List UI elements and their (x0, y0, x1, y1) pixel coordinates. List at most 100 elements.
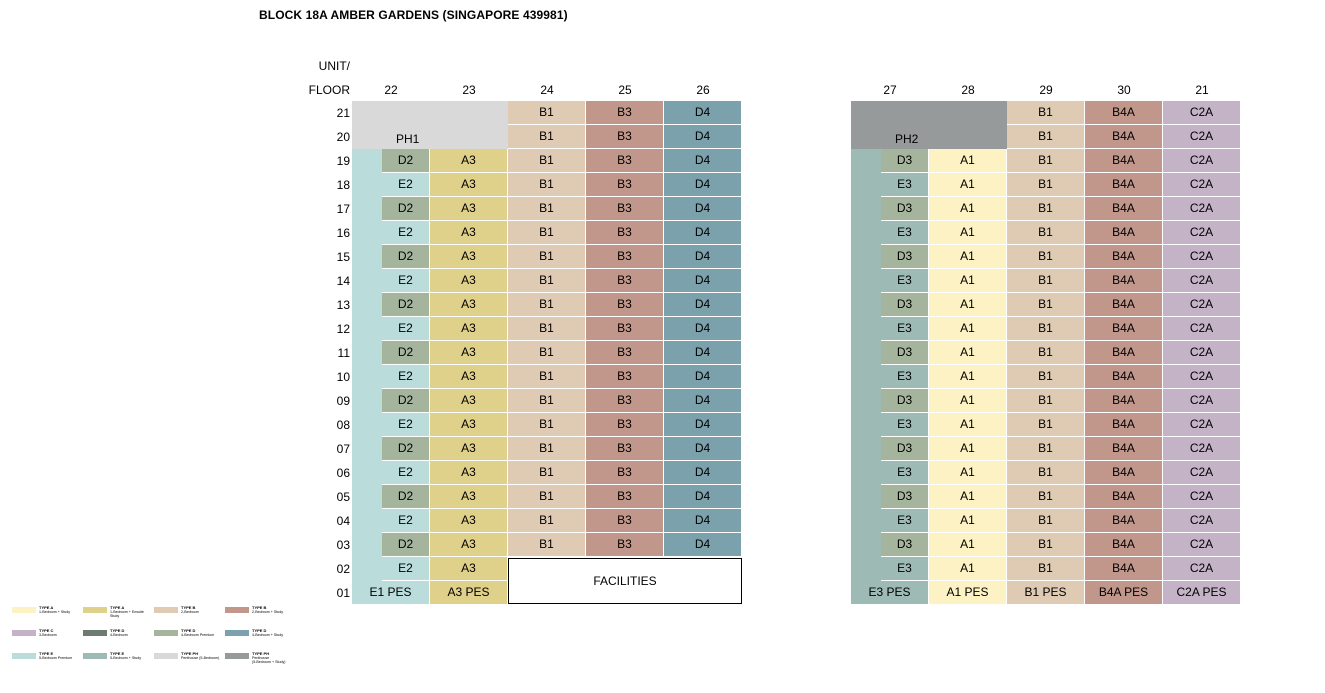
unit-cell: C2A (1163, 317, 1241, 341)
unit-cell: B3 (586, 173, 664, 197)
unit-cell: B4A (1085, 245, 1163, 269)
unit-cell: B1 (508, 197, 586, 221)
unit-cell: B1 (1007, 413, 1085, 437)
unit-cell: C2A (1163, 149, 1241, 173)
legend-type-name: TYPE D (252, 628, 267, 633)
unit-cell: B1 (508, 293, 586, 317)
unit-cell: D4 (664, 173, 742, 197)
unit-cell: B1 (508, 485, 586, 509)
unit-cell: D4 (664, 221, 742, 245)
unit-cell: B1 (508, 413, 586, 437)
unit-cell: C2A (1163, 461, 1241, 485)
legend-item: TYPE A 1-Bedroom + Ensuite Study (83, 605, 158, 625)
legend-type-name: TYPE D (110, 628, 125, 633)
legend-type-desc: 5-Bedroom Premium (39, 656, 73, 660)
unit-cell: A1 (929, 317, 1007, 341)
unit-cell: E2 (382, 221, 430, 245)
unit-cell: E2 (382, 461, 430, 485)
unit-cell: D2 (382, 389, 430, 413)
floor-label: 07 (336, 442, 350, 456)
legend-swatch (83, 630, 107, 636)
legend-type-name: TYPE PH (252, 651, 270, 656)
legend-swatch (83, 653, 107, 659)
unit-cell: B1 (508, 101, 586, 125)
unit-cell: E3 (881, 173, 929, 197)
unit-cell: B4A (1085, 533, 1163, 557)
unit-cell: A3 (430, 173, 508, 197)
unit-cell: B1 (1007, 101, 1085, 125)
unit-cell: B1 (1007, 461, 1085, 485)
unit-cell: C2A (1163, 557, 1241, 581)
unit-cell: A1 (929, 173, 1007, 197)
unit-cell: E3 (881, 269, 929, 293)
unit-cell: B1 (1007, 437, 1085, 461)
unit-cell: B1 (1007, 485, 1085, 509)
legend-item: TYPE PH Penthouse (5-Bedroom) (154, 651, 229, 671)
legend-swatch (83, 607, 107, 613)
unit-cell: C2A PES (1163, 581, 1241, 605)
floor-label: 10 (336, 370, 350, 384)
unit-cell: B1 (1007, 221, 1085, 245)
unit-cell: D3 (881, 197, 929, 221)
unit-cell: D4 (664, 437, 742, 461)
unit-cell: D4 (664, 101, 742, 125)
unit-cell: A3 (430, 245, 508, 269)
unit-cell: A1 (929, 509, 1007, 533)
legend-swatch (225, 653, 249, 659)
unit-cell: B4A (1085, 197, 1163, 221)
unit-cell: D4 (664, 125, 742, 149)
unit-number-header: 26 (696, 83, 710, 97)
floor-label: 21 (336, 106, 350, 120)
unit-cell: C2A (1163, 245, 1241, 269)
legend-type-name: TYPE C (39, 628, 54, 633)
unit-cell: C2A (1163, 485, 1241, 509)
unit-cell: C2A (1163, 269, 1241, 293)
unit-number-header: 23 (462, 83, 476, 97)
unit-cell: A1 (929, 245, 1007, 269)
unit-number-header: 28 (961, 83, 975, 97)
legend-item: TYPE B 2-Bedroom + Study (225, 605, 300, 625)
unit-cell: B1 (1007, 125, 1085, 149)
unit-cell: E2 (382, 413, 430, 437)
unit-cell: B3 (586, 413, 664, 437)
unit-cell: A3 (430, 197, 508, 221)
unit-number-header: 25 (618, 83, 632, 97)
legend-swatch (225, 607, 249, 613)
unit-cell: E2 (382, 557, 430, 581)
unit-cell: B3 (586, 125, 664, 149)
legend-type-name: TYPE D (181, 628, 196, 633)
unit-cell: B1 (1007, 365, 1085, 389)
legend-item: TYPE C 3-Bedroom (12, 628, 87, 648)
unit-number-header: 24 (540, 83, 554, 97)
unit-cell: A1 (929, 389, 1007, 413)
unit-cell: B3 (586, 221, 664, 245)
unit-cell: E2 (382, 269, 430, 293)
unit-cell: B1 (508, 221, 586, 245)
floor-label: 17 (336, 202, 350, 216)
unit-cell: D2 (382, 197, 430, 221)
unit-cell: B1 (1007, 173, 1085, 197)
floor-label: 08 (336, 418, 350, 432)
legend-type-desc: 1-Bedroom + Ensuite Study (110, 610, 144, 619)
unit-cell: A3 (430, 317, 508, 341)
floor-label: 03 (336, 538, 350, 552)
unit-cell: D4 (664, 413, 742, 437)
unit-cell: A1 (929, 149, 1007, 173)
unit-cell: D3 (881, 245, 929, 269)
unit-cell: B4A (1085, 437, 1163, 461)
unit-cell: B3 (586, 437, 664, 461)
floor-label: 14 (336, 274, 350, 288)
floor-label: 06 (336, 466, 350, 480)
unit-cell: D4 (664, 245, 742, 269)
unit-cell: C2A (1163, 437, 1241, 461)
unit-cell: D4 (664, 317, 742, 341)
unit-cell: A1 (929, 293, 1007, 317)
unit-cell: D3 (881, 293, 929, 317)
unit-cell: B3 (586, 365, 664, 389)
unit-cell: B4A (1085, 413, 1163, 437)
unit-cell: B3 (586, 269, 664, 293)
unit-number-header: 27 (883, 83, 897, 97)
unit-cell: B1 (508, 509, 586, 533)
unit-cell: C2A (1163, 413, 1241, 437)
unit-cell: C2A (1163, 197, 1241, 221)
